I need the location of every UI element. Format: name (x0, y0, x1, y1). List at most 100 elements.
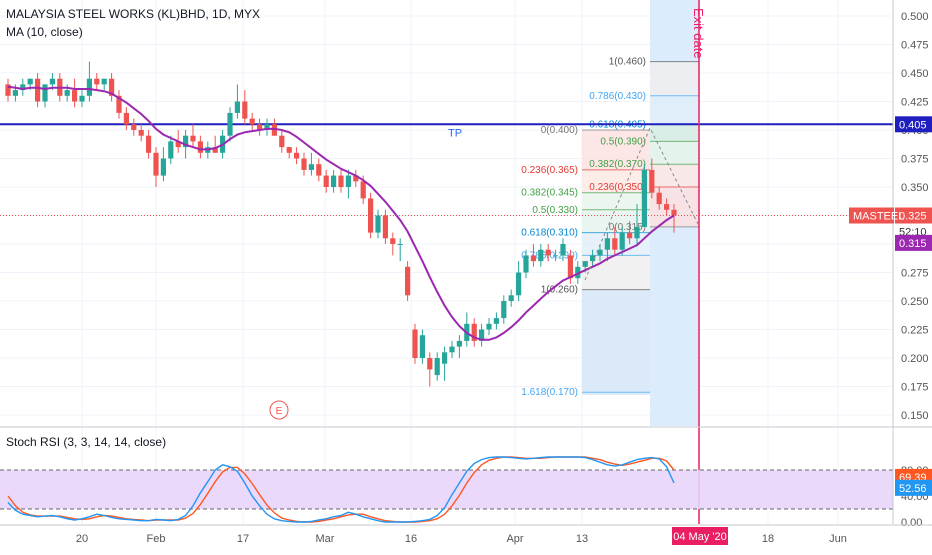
fib-lower-label-5: 0.786(0.290) (521, 250, 578, 261)
candle-body-24 (183, 135, 189, 148)
candle-body-17 (131, 124, 137, 130)
candle-body-44 (331, 175, 337, 187)
fib-upper-zone-5 (650, 61, 699, 96)
candle-body-3 (27, 78, 33, 85)
exit-date-text: Exit date (691, 8, 706, 59)
reference-lines: TP Exit date (0, 0, 893, 524)
candle-body-5 (42, 84, 48, 102)
candle-body-55 (412, 329, 418, 358)
fib-upper-label-1: 0.236(0.350) (589, 182, 646, 193)
last-price-badge-bg (895, 207, 932, 224)
candle-body-40 (301, 158, 307, 170)
candle-body-78 (582, 261, 588, 267)
stoch-k-line (7, 456, 675, 523)
candle-body-73 (545, 249, 551, 256)
candle-body-42 (316, 164, 322, 176)
candle-body-37 (279, 135, 285, 148)
y-tick-5: 0.375 (901, 154, 929, 166)
candle-body-67 (501, 301, 507, 319)
candle-body-60 (449, 346, 455, 353)
y-tick-3: 0.425 (901, 97, 929, 109)
candle-body-39 (294, 152, 300, 159)
y-tick-1: 0.475 (901, 40, 929, 52)
candle-body-13 (101, 78, 107, 85)
candle-body-34 (257, 124, 263, 130)
candle-body-14 (109, 78, 115, 96)
candle-body-23 (175, 141, 181, 148)
candles (5, 61, 677, 387)
fib-lower-label-0: 0(0.400) (541, 125, 578, 136)
candle-body-79 (590, 255, 596, 262)
ma-price-badge: 0.315 (899, 238, 927, 250)
candle-body-21 (160, 158, 166, 176)
fib-upper-label-6: 1(0.460) (609, 57, 646, 68)
fib-upper-label-5: 0.786(0.430) (589, 91, 646, 102)
fib-lower-label-1: 0.236(0.365) (521, 165, 578, 176)
candle-body-66 (493, 318, 499, 324)
y-tick-6: 0.350 (901, 182, 929, 194)
candle-body-54 (405, 266, 411, 296)
candle-body-30 (227, 112, 233, 136)
candle-body-47 (353, 175, 359, 182)
x-tick-5: Apr (506, 533, 523, 545)
candle-body-69 (516, 272, 522, 296)
candle-body-2 (20, 84, 26, 91)
symbol-badge-bg (849, 207, 894, 224)
fib-upper-zone-3 (650, 124, 699, 142)
candle-body-70 (523, 255, 529, 273)
candle-body-28 (212, 147, 218, 153)
y-tick-10: 0.250 (901, 296, 929, 308)
candle-body-57 (427, 358, 433, 370)
tp-price-badge: 0.405 (899, 119, 927, 131)
candle-body-45 (338, 175, 344, 187)
fib-lower-label-6: 1(0.260) (541, 285, 578, 296)
ma-line (7, 85, 675, 341)
fib-lower-label-7: 1.618(0.170) (521, 387, 578, 398)
x-tick-3: Mar (316, 533, 335, 545)
y-tick-0: 0.500 (901, 11, 929, 23)
candle-body-88 (656, 192, 662, 205)
candle-body-65 (486, 323, 492, 330)
candle-body-89 (664, 204, 670, 210)
fib-upper-label-3: 0.5(0.390) (600, 136, 646, 147)
x-tick-2: 17 (237, 533, 249, 545)
tp-text: TP (448, 127, 462, 139)
y-tick-14: 0.150 (901, 410, 929, 422)
ma-price-badge-bg (895, 234, 932, 251)
candle-body-10 (79, 95, 85, 102)
candle-body-41 (308, 164, 314, 170)
candle-body-25 (190, 135, 196, 142)
fib-upper-label-0: 0(0.315) (609, 222, 646, 233)
chart-title: MALAYSIA STEEL WORKS (KL)BHD, 1D, MYX (6, 7, 261, 21)
candle-body-61 (456, 340, 462, 347)
y-tick-13: 0.175 (901, 382, 929, 394)
fib-upper-zone-4 (650, 95, 699, 125)
candle-body-80 (597, 249, 603, 256)
candle-body-22 (168, 141, 174, 159)
last-price-badge: 0.325 (899, 211, 927, 223)
candle-body-12 (94, 78, 100, 85)
candle-body-20 (153, 152, 159, 176)
candle-body-31 (234, 101, 240, 113)
x-tick-8: Jun (829, 533, 847, 545)
candle-body-82 (612, 238, 618, 250)
event-marker (269, 400, 289, 420)
candle-body-50 (375, 215, 381, 233)
candle-body-59 (442, 352, 448, 364)
tp-price-badge-bg (895, 116, 932, 133)
candle-body-4 (35, 78, 41, 102)
candle-body-48 (360, 181, 366, 199)
candle-body-85 (634, 226, 640, 239)
candle-body-1 (12, 90, 18, 96)
candle-body-0 (5, 84, 11, 96)
candle-body-86 (641, 169, 647, 227)
stoch-k-badge: 52.56 (899, 483, 927, 495)
x-tick-0: 20 (76, 533, 88, 545)
fib-lower-zone-1 (582, 169, 650, 193)
candle-body-53 (397, 244, 403, 245)
candle-body-75 (560, 244, 566, 256)
candle-body-46 (345, 175, 351, 187)
fib-lower-label-4: 0.618(0.310) (521, 228, 578, 239)
